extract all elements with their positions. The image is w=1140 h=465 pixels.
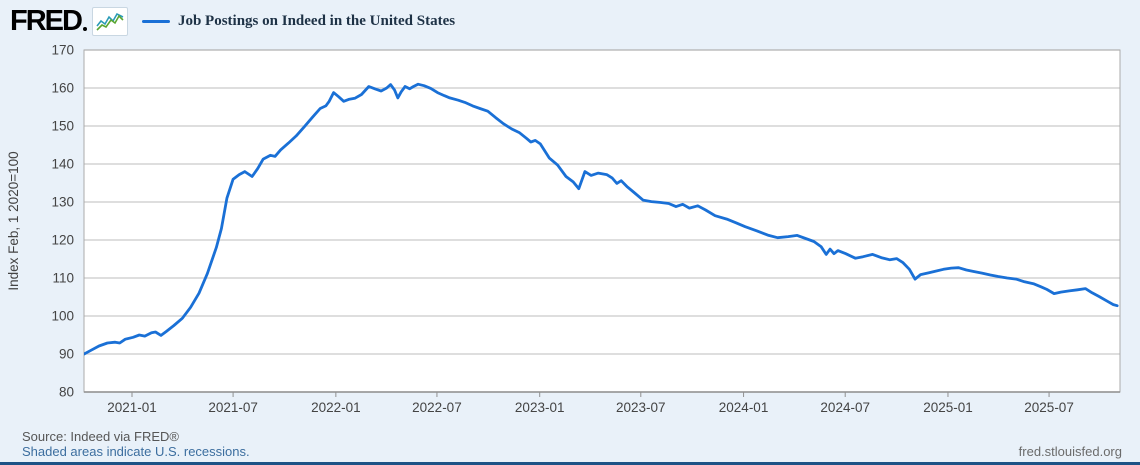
x-axis-tick-label: 2022-07: [412, 400, 462, 415]
x-axis-tick-label: 2024-01: [719, 400, 769, 415]
y-axis-tick-label: 140: [51, 157, 74, 172]
fred-sparkline-icon: [91, 6, 128, 36]
y-axis-tick-label: 120: [51, 233, 74, 248]
y-axis-tick-label: 150: [51, 119, 74, 134]
x-axis-tick-label: 2025-07: [1024, 400, 1074, 415]
x-axis-tick-label: 2021-07: [208, 400, 258, 415]
fred-logo-text: FRED: [10, 5, 83, 37]
source-text: Source: Indeed via FRED®: [22, 429, 179, 444]
y-axis-tick-label: 160: [51, 81, 74, 96]
legend-series-label: Job Postings on Indeed in the United Sta…: [177, 12, 456, 29]
site-url: fred.stlouisfed.org: [1018, 444, 1122, 459]
legend: Job Postings on Indeed in the United Sta…: [141, 12, 456, 30]
x-axis-tick-label: 2024-07: [820, 400, 870, 415]
x-axis-tick-label: 2021-01: [107, 400, 157, 415]
fred-logo[interactable]: FRED: [10, 5, 87, 37]
registered-mark-icon: [82, 27, 87, 31]
y-axis-tick-label: 130: [51, 195, 74, 210]
x-axis-tick-label: 2025-01: [923, 400, 973, 415]
y-axis-tick-label: 90: [59, 347, 74, 362]
x-axis-tick-label: 2022-01: [311, 400, 361, 415]
x-axis-tick-label: 2023-01: [515, 400, 565, 415]
legend-line-swatch: [141, 19, 170, 23]
series-line[interactable]: [83, 82, 1119, 356]
line-chart[interactable]: 80 90 100 110 120 130 140 150 160 170 2021-01 2021-…: [0, 0, 1140, 424]
recessions-link[interactable]: Shaded areas indicate U.S. recessions.: [22, 444, 250, 459]
y-axis-tick-label: 100: [51, 309, 74, 324]
y-axis-tick-label: 170: [51, 43, 74, 58]
plot-area[interactable]: [84, 50, 1120, 392]
chart-header: FRED Job Postings on Indeed in the Unite…: [10, 4, 455, 38]
bottom-bar: [0, 462, 1140, 465]
x-axis-tick-label: 2023-07: [616, 400, 666, 415]
y-axis-tick-label: 80: [59, 385, 74, 400]
y-axis-tick-label: 110: [52, 271, 74, 286]
y-axis-title: Index Feb, 1 2020=100: [6, 151, 21, 290]
chart-footer: Source: Indeed via FRED® Shaded areas in…: [22, 429, 250, 459]
